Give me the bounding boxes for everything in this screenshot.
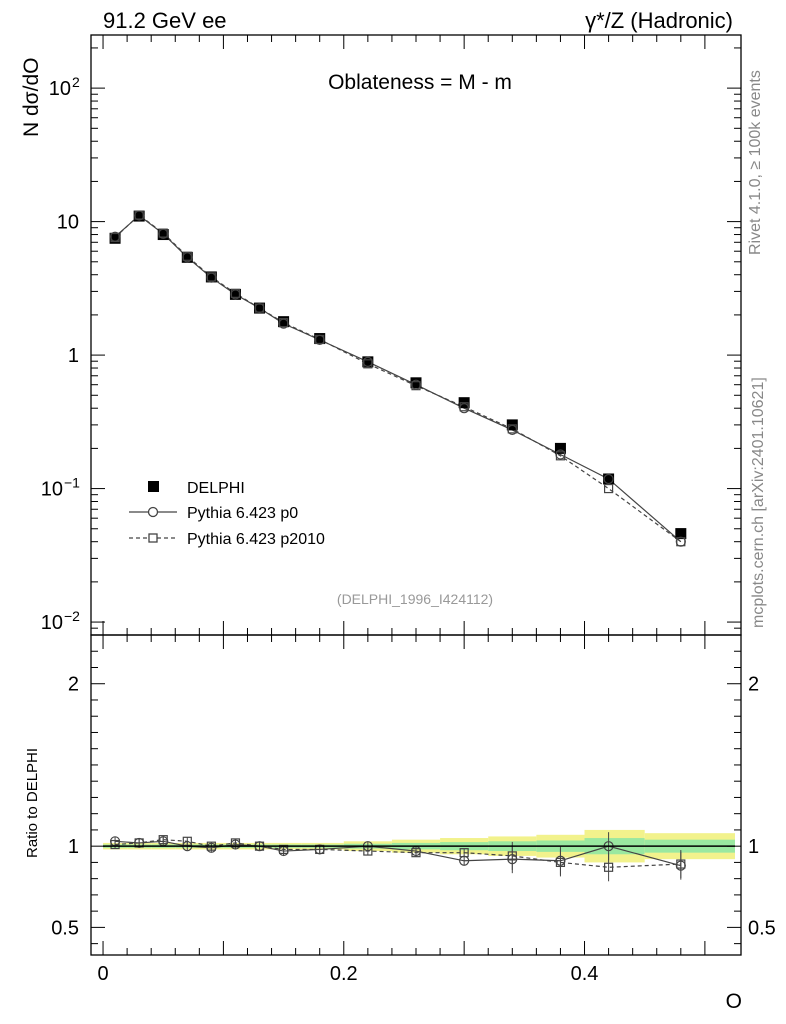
p2010-marker xyxy=(411,381,421,391)
ratio-frame xyxy=(90,634,742,956)
legend-label-delphi: DELPHI xyxy=(187,480,245,497)
ratio-axes: 2 2 1 1 0.5 0.5 0 0.2 0.4 xyxy=(51,634,776,985)
chart-title: Oblateness = M - m xyxy=(328,71,512,94)
legend-marker-p0 xyxy=(147,506,159,518)
y-tick-exponent: −2 xyxy=(64,608,80,624)
ratio-p2010-marker xyxy=(182,836,192,846)
ratio-y-axis-label: Ratio to DELPHI xyxy=(24,748,41,858)
y-tick-label: 10 xyxy=(41,612,63,634)
p2010-marker xyxy=(363,359,373,369)
ratio-p2010-marker xyxy=(459,848,469,858)
ratio-p2010-marker xyxy=(134,838,144,848)
ratio-p2010-marker xyxy=(278,844,289,855)
y-tick-exponent: 2 xyxy=(72,74,80,90)
p2010-marker xyxy=(182,251,192,261)
data-point xyxy=(278,316,290,328)
legend: DELPHI Pythia 6.423 p0 Pythia 6.423 p201… xyxy=(129,480,325,548)
p2010-marker xyxy=(134,210,144,220)
p2010-marker xyxy=(459,402,469,412)
series-line-2 xyxy=(114,214,682,543)
p2010-marker xyxy=(278,318,289,328)
ratio-p2010-marker xyxy=(555,857,566,868)
x-axis-label: O xyxy=(726,990,742,1013)
x-tick-label: 0.2 xyxy=(330,963,358,985)
data-point xyxy=(675,528,687,540)
ratio-y-tick-label: 1 xyxy=(68,836,79,858)
p2010-marker xyxy=(603,483,614,494)
p2010-marker xyxy=(110,232,120,243)
ratio-panel: 2 2 1 1 0.5 0.5 0 0.2 0.4 Ratio to DELPHI xyxy=(24,634,776,985)
p2010-marker xyxy=(555,451,566,461)
data-point xyxy=(603,473,615,485)
data-point xyxy=(410,377,422,389)
legend-marker-p2010 xyxy=(148,533,158,543)
ratio-curves xyxy=(109,832,686,882)
legend-label-p0: Pythia 6.423 p0 xyxy=(187,505,298,522)
ratio-y-tick-label-right: 2 xyxy=(748,674,759,696)
p2010-marker xyxy=(206,272,216,282)
p2010-marker xyxy=(158,228,168,238)
ratio-y-tick-label-right: 1 xyxy=(748,836,759,858)
ratio-line-1 xyxy=(115,840,681,867)
main-curves xyxy=(114,214,682,543)
y-tick-exponent: −1 xyxy=(64,475,80,491)
ratio-p2010-marker xyxy=(603,862,614,872)
ratio-p2010-marker xyxy=(110,839,120,850)
y-tick-label: 10 xyxy=(57,212,79,234)
y-tick-label: 10 xyxy=(49,78,71,100)
p2010-marker xyxy=(254,303,265,313)
data-point xyxy=(205,271,217,283)
main-points xyxy=(109,210,687,547)
data-point xyxy=(157,229,169,241)
ratio-p2010-marker xyxy=(158,835,168,845)
ratio-p2010-marker xyxy=(676,859,686,869)
data-point xyxy=(554,442,566,454)
data-point xyxy=(181,251,193,263)
y-tick-label: 10 xyxy=(41,479,63,501)
p2010-marker xyxy=(676,537,686,547)
ratio-y-tick-label-right: 0.5 xyxy=(748,917,776,939)
energy-label: 91.2 GeV ee xyxy=(103,8,227,33)
ratio-p2010-marker xyxy=(507,851,517,861)
data-point xyxy=(133,210,145,222)
data-point xyxy=(229,288,241,300)
p2010-marker xyxy=(507,424,517,434)
y-tick-label: 1 xyxy=(68,345,79,367)
ratio-y-tick-label: 2 xyxy=(68,674,79,696)
p2010-marker xyxy=(315,334,325,345)
ratio-y-tick-label: 0.5 xyxy=(51,917,79,939)
data-point xyxy=(109,232,121,244)
ratio-p2010-marker xyxy=(411,848,421,858)
ratio-line-2 xyxy=(115,839,681,868)
rivet-version-label: Rivet 4.1.0, ≥ 100k events xyxy=(747,70,764,255)
x-tick-label: 0 xyxy=(97,963,108,985)
y-axis-label: N dσ/dO xyxy=(20,58,43,138)
legend-label-p2010: Pythia 6.423 p2010 xyxy=(187,531,325,548)
reference-label: (DELPHI_1996_I424112) xyxy=(337,591,493,607)
p0-marker xyxy=(603,473,614,485)
ratio-p2010-marker xyxy=(230,838,241,848)
process-label: γ*/Z (Hadronic) xyxy=(585,8,733,33)
mcplots-label: mcplots.cern.ch [arXiv:2401.10621] xyxy=(750,377,767,628)
ratio-p2010-marker xyxy=(315,844,325,855)
p2010-marker xyxy=(230,288,241,298)
x-tick-label: 0.4 xyxy=(571,963,599,985)
data-point xyxy=(314,333,326,345)
legend-marker-delphi xyxy=(148,481,159,492)
data-point xyxy=(362,356,374,368)
ratio-p2010-marker xyxy=(363,846,373,856)
data-point xyxy=(254,302,266,314)
